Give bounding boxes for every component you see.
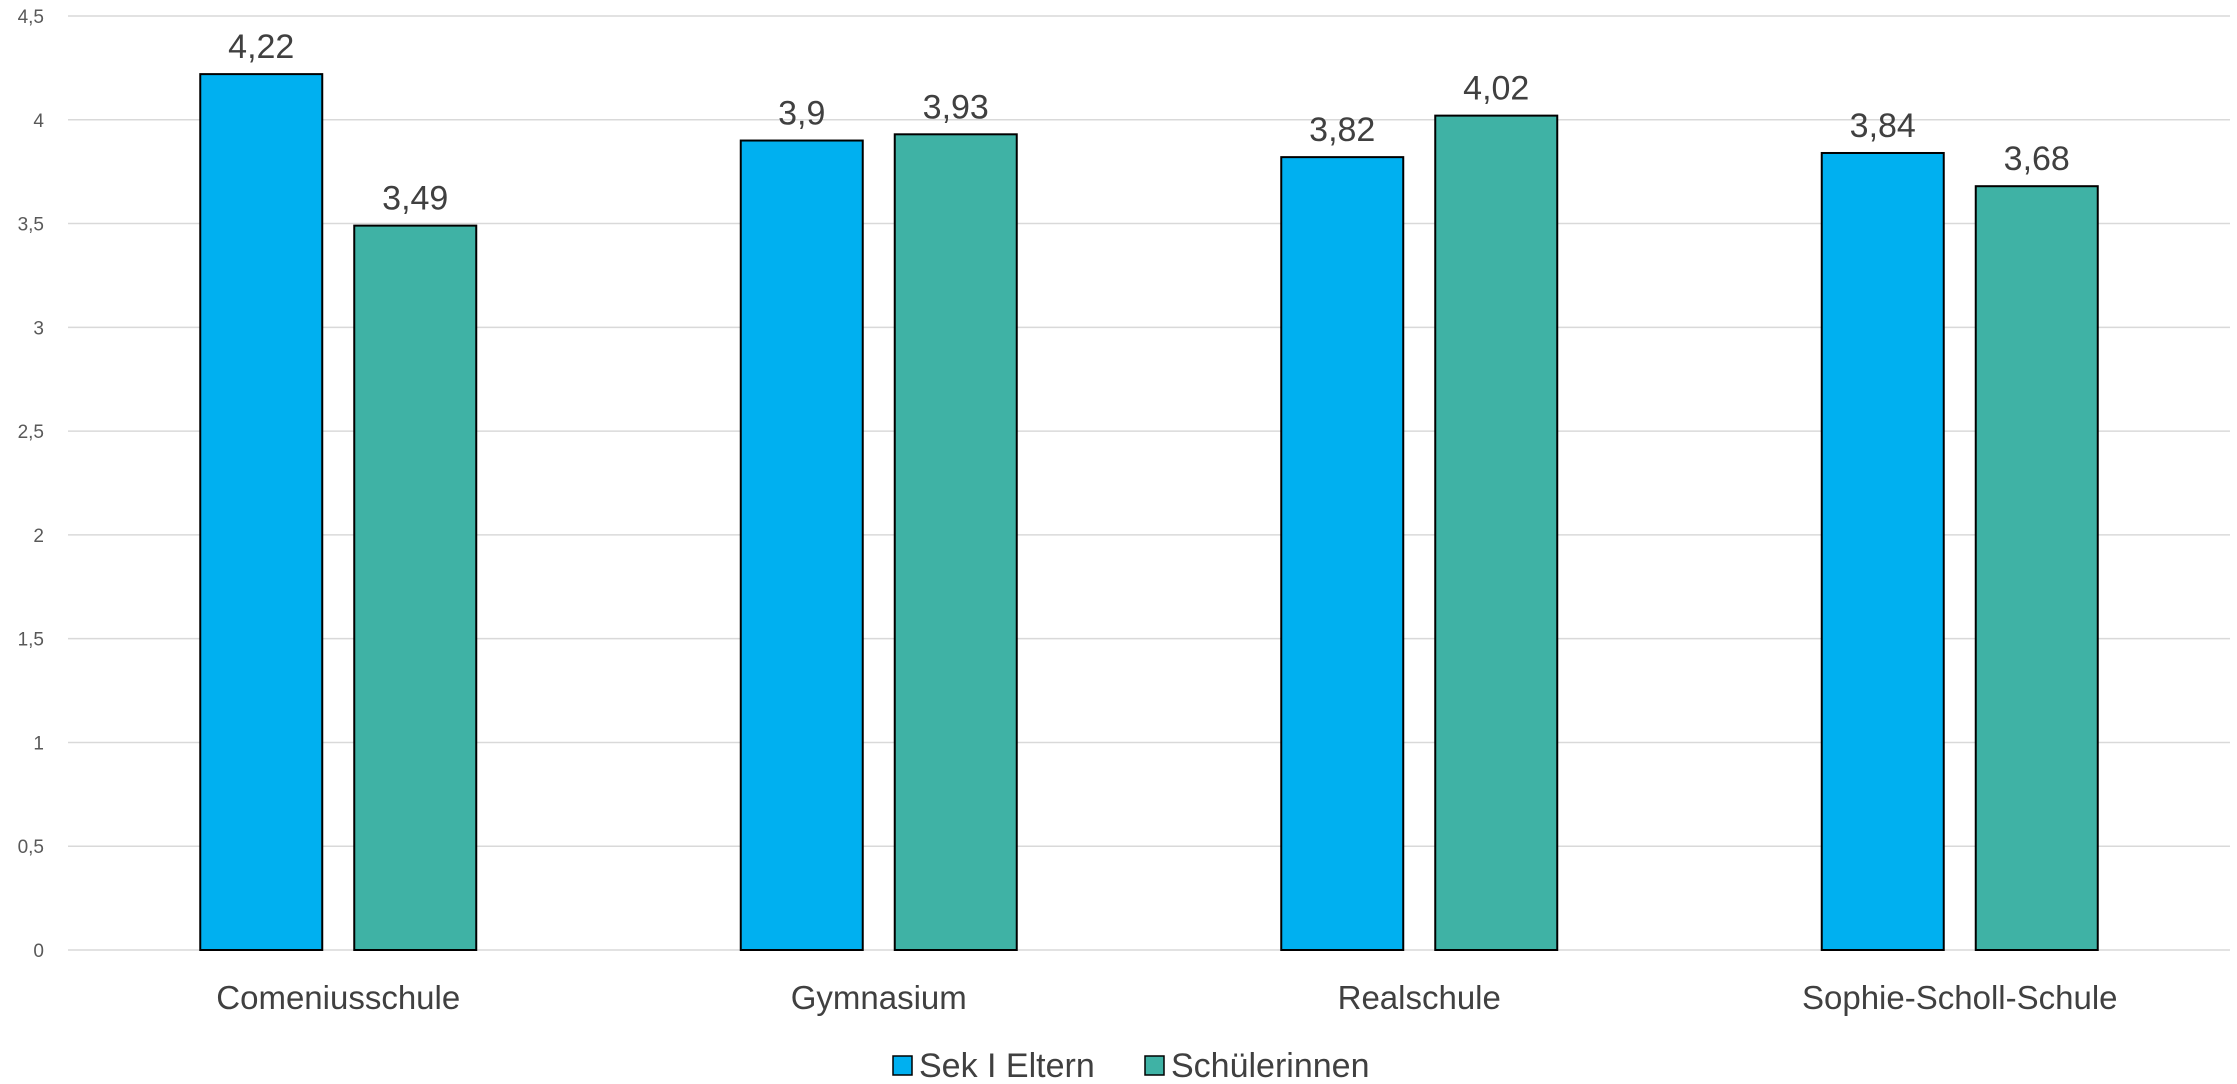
data-labels: 4,22 3,49 3,9 3,93 3,82 4,02 3,84 3,68 xyxy=(228,28,2070,218)
bar-schuelerinnen xyxy=(1974,185,2099,951)
bars xyxy=(199,73,2099,952)
y-tick-label: 1,5 xyxy=(18,630,44,651)
legend-swatch xyxy=(1144,1055,1165,1076)
bar-sek-i-eltern xyxy=(1280,156,1405,952)
data-label: 4,22 xyxy=(228,28,294,66)
x-tick-label: Comeniusschule xyxy=(216,979,460,1016)
bar-sek-i-eltern xyxy=(1820,151,1945,951)
y-tick-label: 2,5 xyxy=(18,422,44,443)
bar-sek-i-eltern xyxy=(199,73,324,952)
x-tick-label: Gymnasium xyxy=(791,979,967,1016)
y-tick-label: 0,5 xyxy=(18,837,44,858)
bar-sek-i-eltern xyxy=(739,139,864,952)
bar-schuelerinnen xyxy=(893,133,1018,952)
y-axis-ticks: 0 0,5 1 1,5 2 2,5 3 3,5 4 4,5 xyxy=(18,7,45,962)
x-tick-label: Realschule xyxy=(1338,979,1501,1016)
y-tick-label: 3 xyxy=(33,318,44,339)
data-label: 3,93 xyxy=(923,88,989,126)
data-label: 3,82 xyxy=(1309,111,1375,149)
legend-label: Sek I Eltern xyxy=(919,1047,1095,1084)
data-label: 3,84 xyxy=(1850,107,1916,145)
y-tick-label: 3,5 xyxy=(18,215,44,236)
x-axis-ticks: Comeniusschule Gymnasium Realschule Sophie-… xyxy=(216,979,2117,1016)
legend-label: Schülerinnen xyxy=(1171,1047,1369,1084)
data-label: 3,49 xyxy=(382,180,448,218)
data-label: 3,9 xyxy=(778,95,825,133)
y-tick-label: 4 xyxy=(33,111,44,132)
data-label: 4,02 xyxy=(1463,70,1529,108)
legend: Sek I Eltern Schülerinnen xyxy=(892,1047,1369,1084)
data-label: 3,68 xyxy=(2004,140,2070,178)
bar-schuelerinnen xyxy=(353,224,478,951)
y-tick-label: 1 xyxy=(33,733,44,754)
y-tick-label: 0 xyxy=(33,941,44,962)
x-tick-label: Sophie-Scholl-Schule xyxy=(1802,979,2118,1016)
y-tick-label: 2 xyxy=(33,526,44,547)
legend-swatch xyxy=(892,1055,913,1076)
y-tick-label: 4,5 xyxy=(18,7,44,28)
bar-schuelerinnen xyxy=(1434,114,1559,952)
